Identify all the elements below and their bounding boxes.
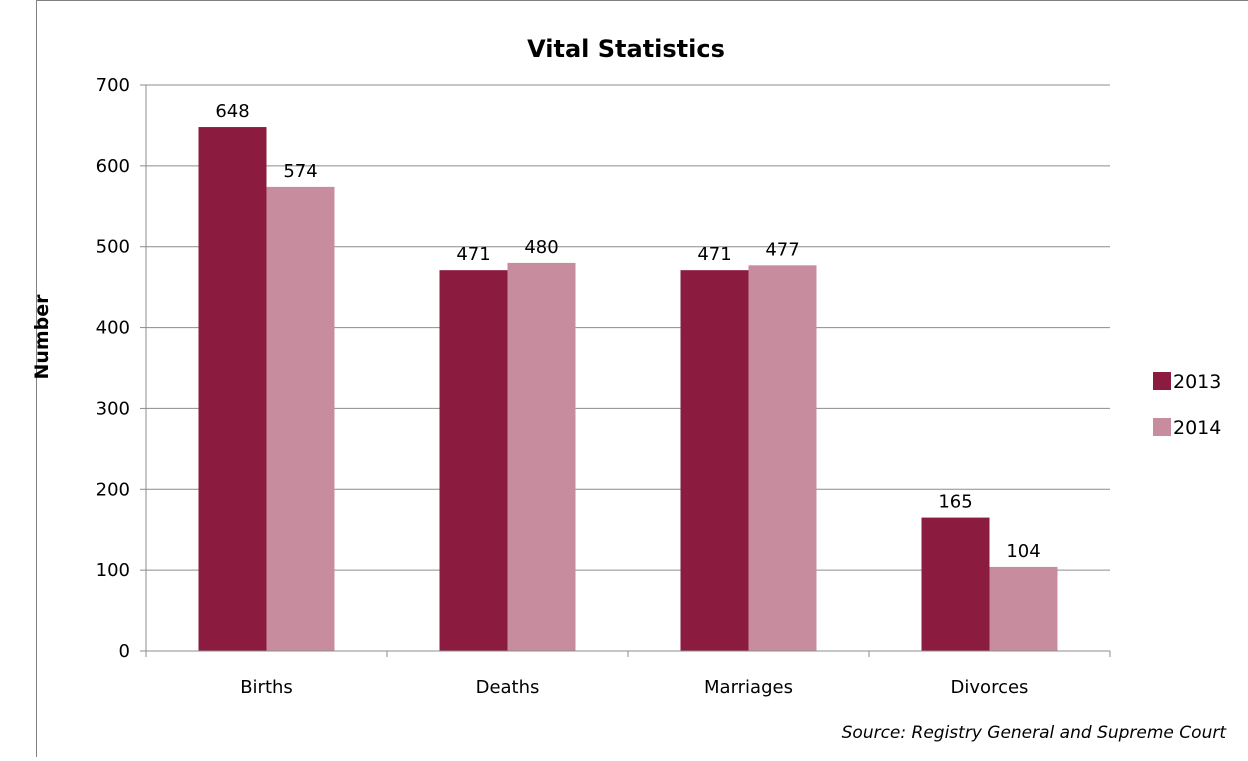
bar-deaths-2014 [507, 262, 576, 651]
data-label: 165 [938, 492, 972, 513]
data-label: 480 [524, 237, 558, 258]
bar-births-2014 [266, 186, 335, 651]
data-label: 477 [765, 239, 799, 260]
category-label: Births [240, 677, 293, 698]
legend-label: 2013 [1173, 371, 1221, 393]
data-label: 574 [283, 161, 317, 182]
y-axis-label: Number [31, 294, 53, 380]
y-axis-ticks: 0 100 200 300 400 500 600 700 [96, 75, 146, 662]
data-label: 471 [697, 244, 731, 265]
category-label: Deaths [476, 677, 540, 698]
chart-title: Vital Statistics [527, 35, 725, 63]
bar-marriages-2014 [748, 265, 817, 651]
y-tick-label: 700 [96, 75, 130, 96]
category-labels: Births Deaths Marriages Divorces [240, 677, 1028, 698]
data-labels: 648 574 471 480 471 477 165 104 [215, 101, 1040, 562]
bar-divorces-2013 [921, 517, 990, 651]
legend-swatch-2014 [1153, 418, 1171, 436]
bar-divorces-2014 [989, 566, 1058, 651]
category-label: Marriages [704, 677, 793, 698]
y-tick-label: 400 [96, 318, 130, 339]
y-tick-label: 0 [119, 641, 130, 662]
y-tick-label: 100 [96, 560, 130, 581]
y-tick-label: 600 [96, 156, 130, 177]
axes [145, 85, 1111, 657]
source-note: Source: Registry General and Supreme Cou… [842, 723, 1228, 743]
bars [198, 127, 1058, 651]
category-label: Divorces [951, 677, 1029, 698]
legend: 2013 2014 [1153, 371, 1221, 439]
bar-marriages-2013 [680, 270, 749, 651]
legend-swatch-2013 [1153, 372, 1171, 390]
legend-label: 2014 [1173, 417, 1221, 439]
data-label: 471 [456, 244, 490, 265]
bar-deaths-2013 [439, 270, 508, 651]
y-tick-label: 500 [96, 237, 130, 258]
bar-births-2013 [198, 127, 267, 651]
data-label: 648 [215, 101, 249, 122]
y-tick-label: 300 [96, 398, 130, 419]
data-label: 104 [1006, 541, 1040, 562]
y-tick-label: 200 [96, 479, 130, 500]
